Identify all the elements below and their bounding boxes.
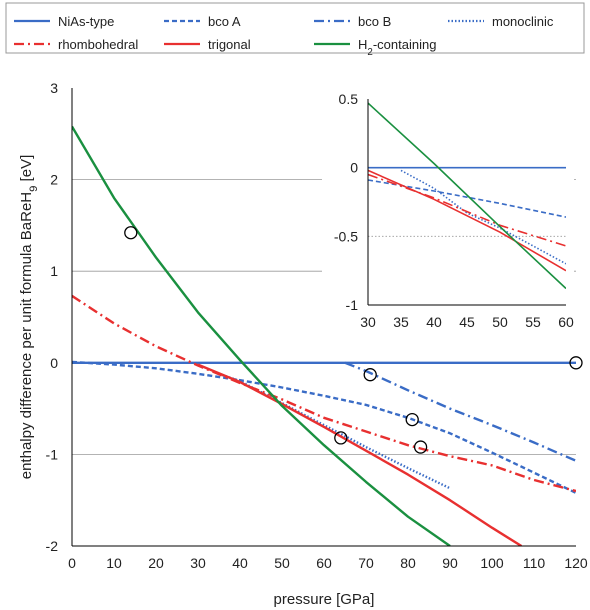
inset-series-line-trigonal bbox=[368, 169, 566, 272]
x-tick-label-70: 70 bbox=[358, 555, 374, 571]
legend-label-h-containing: H2-containing bbox=[358, 37, 436, 58]
inset-y-tick-label-1: -1 bbox=[346, 297, 359, 313]
series-line-bco-b bbox=[344, 361, 576, 462]
x-tick-label-10: 10 bbox=[106, 555, 122, 571]
series-line-rhombohedral bbox=[72, 294, 576, 493]
transition-marker-6 bbox=[569, 356, 583, 370]
y-tick-label-2: 2 bbox=[50, 172, 58, 188]
y-axis-label: enthalpy difference per unit formula BaR… bbox=[18, 155, 40, 480]
x-tick-label-80: 80 bbox=[400, 555, 416, 571]
transition-marker-4 bbox=[405, 412, 419, 427]
inset-series-line-monoclinic bbox=[400, 169, 566, 265]
x-tick-label-20: 20 bbox=[148, 555, 164, 571]
inset-x-tick-label-45: 45 bbox=[459, 314, 475, 330]
y-tick-label-1: 1 bbox=[50, 263, 58, 279]
legend-label-trigonal: trigonal bbox=[208, 37, 251, 52]
x-tick-label-0: 0 bbox=[68, 555, 76, 571]
legend-label-bco-a: bco A bbox=[208, 14, 241, 29]
inset-x-tick-label-50: 50 bbox=[492, 314, 508, 330]
inset-series-line-rhombohedral bbox=[368, 173, 566, 247]
main-series-group bbox=[72, 125, 576, 546]
y-tick-label-2: -2 bbox=[46, 538, 59, 554]
legend-label-monoclinic: monoclinic bbox=[492, 14, 554, 29]
transition-marker-5 bbox=[413, 440, 428, 454]
inset-y-tick-label-0: 0 bbox=[350, 160, 358, 176]
x-tick-label-90: 90 bbox=[442, 555, 458, 571]
x-tick-label-110: 110 bbox=[523, 555, 546, 571]
y-tick-label-3: 3 bbox=[50, 80, 58, 96]
inset-x-tick-label-40: 40 bbox=[426, 314, 442, 330]
inset-y-tick-label-0-5: -0.5 bbox=[334, 228, 358, 244]
x-tick-label-50: 50 bbox=[274, 555, 290, 571]
series-line-trigonal bbox=[197, 363, 523, 546]
inset-series-line-h-containing bbox=[368, 102, 566, 290]
inset-x-tick-label-30: 30 bbox=[360, 314, 376, 330]
inset-x-tick-label-55: 55 bbox=[525, 314, 541, 330]
transition-marker-3 bbox=[363, 368, 377, 382]
legend-label-bco-b: bco B bbox=[358, 14, 391, 29]
legend-label-nias-type: NiAs-type bbox=[58, 14, 114, 29]
series-line-monoclinic bbox=[218, 372, 451, 490]
series-line-bco-a bbox=[72, 360, 576, 494]
x-tick-label-60: 60 bbox=[316, 555, 332, 571]
legend-label-rhombohedral: rhombohedral bbox=[58, 37, 138, 52]
inset-y-tick-label-0-5: 0.5 bbox=[339, 91, 359, 107]
x-tick-label-120: 120 bbox=[564, 555, 588, 571]
x-tick-label-30: 30 bbox=[190, 555, 206, 571]
x-tick-label-40: 40 bbox=[232, 555, 248, 571]
transition-marker-2 bbox=[334, 431, 348, 445]
y-tick-label-1: -1 bbox=[46, 446, 59, 462]
x-axis-label: pressure [GPa] bbox=[274, 591, 375, 608]
transition-marker-1 bbox=[124, 226, 138, 240]
inset-series-group bbox=[368, 102, 566, 290]
chart-legend: NiAs-type bco A bco B monoclinic rhombohedra… bbox=[5, 2, 585, 58]
inset-x-tick-label-35: 35 bbox=[393, 314, 409, 330]
x-tick-label-100: 100 bbox=[480, 555, 504, 571]
legend-frame bbox=[5, 2, 585, 54]
inset-x-tick-label-60: 60 bbox=[558, 314, 574, 330]
y-tick-label-0: 0 bbox=[50, 355, 58, 371]
inset-background bbox=[322, 90, 574, 338]
